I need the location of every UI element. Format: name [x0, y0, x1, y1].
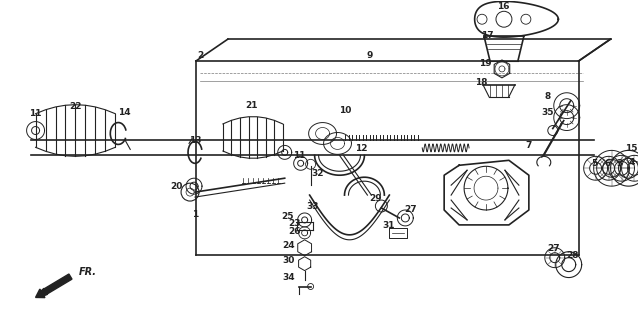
Text: 28: 28	[566, 251, 579, 260]
Text: 9: 9	[366, 52, 372, 60]
Text: 4: 4	[628, 158, 635, 167]
Text: 12: 12	[355, 144, 368, 153]
Text: 22: 22	[69, 102, 82, 111]
Text: 5: 5	[591, 159, 598, 168]
FancyArrow shape	[36, 274, 72, 298]
Text: 8: 8	[545, 92, 551, 101]
Text: 7: 7	[525, 141, 532, 150]
Text: 32: 32	[311, 169, 324, 178]
Text: 2: 2	[197, 52, 203, 60]
Text: 33: 33	[307, 202, 319, 211]
Text: 17: 17	[481, 31, 493, 40]
Text: 27: 27	[404, 205, 417, 215]
Text: 6: 6	[604, 159, 611, 168]
Text: 31: 31	[382, 221, 395, 231]
Text: 20: 20	[170, 182, 182, 191]
Text: 29: 29	[369, 194, 381, 203]
Text: 15: 15	[625, 144, 637, 153]
Text: 18: 18	[475, 78, 487, 87]
Text: 1: 1	[192, 211, 198, 219]
Text: 13: 13	[189, 136, 201, 145]
Text: 30: 30	[282, 256, 295, 265]
Text: 24: 24	[282, 241, 295, 250]
Text: 3: 3	[616, 159, 623, 168]
Text: 11: 11	[29, 109, 42, 118]
Text: 23: 23	[289, 219, 301, 228]
Text: 11: 11	[293, 151, 306, 160]
Text: 19: 19	[479, 59, 492, 68]
Text: 35: 35	[541, 108, 554, 117]
Text: 14: 14	[118, 108, 131, 117]
Text: 10: 10	[339, 106, 352, 115]
Text: 21: 21	[246, 101, 258, 110]
Text: 34: 34	[282, 273, 295, 282]
Text: 25: 25	[282, 212, 294, 221]
Text: FR.: FR.	[79, 266, 97, 277]
Text: 16: 16	[497, 2, 509, 11]
Text: 27: 27	[547, 244, 560, 253]
Text: 26: 26	[289, 227, 301, 236]
